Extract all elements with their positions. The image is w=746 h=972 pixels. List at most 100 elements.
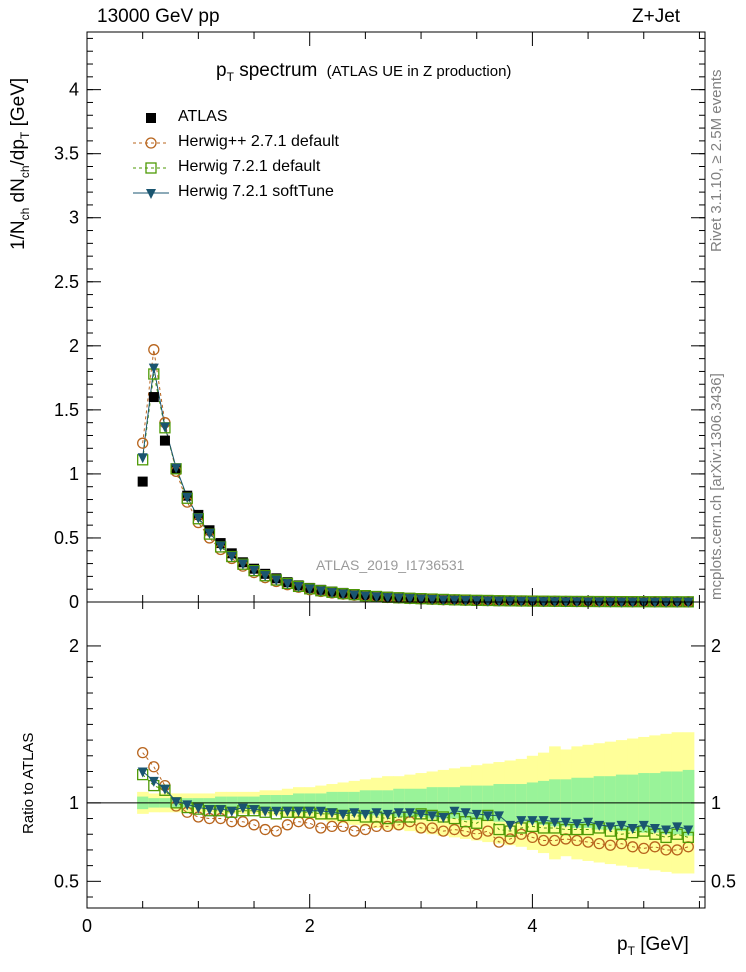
atlas-point [137,476,148,487]
point-herwig7-softtune [393,593,404,604]
ratio-point-herwigpp [381,820,394,833]
ratio-point-herwig7-softtune [494,811,504,822]
point-herwig7-softtune [661,597,672,608]
point-herwig7-softtune [438,595,449,606]
ratio-ytick-label: 1 [69,793,79,813]
ratio-point-herwig7-default [493,823,505,836]
ratio-point-herwig7-softtune [382,809,393,820]
ratio-point-herwigpp [582,836,594,848]
ratio-point-herwigpp [237,816,249,828]
plot-title: pT spectrum (ATLAS UE in Z production) [216,60,511,84]
ratio-line-herwigpp [142,752,689,851]
main-ytick-label: 1 [69,464,79,484]
legend-item-herwigpp: Herwig++ 2.7.1 default [126,131,426,155]
ratio-point-herwig7-softtune [226,806,237,817]
ratio-point-herwig7-softtune [137,767,148,778]
point-herwig7-softtune [349,590,360,601]
point-herwig7-softtune [594,597,605,608]
ratio-point-herwig7-softtune [438,812,449,823]
ratio-point-herwigpp [626,841,639,853]
point-herwig7-softtune [649,597,660,608]
main-ytick-label: 4 [69,80,79,100]
point-herwig7-softtune [315,586,326,597]
ratio-point-herwig7-softtune [237,803,248,814]
ratio-point-herwig7-softtune [416,809,427,820]
ratio-point-herwig7-softtune [672,822,683,833]
legend-label-atlas: ATLAS [178,108,228,125]
ratio-point-herwig7-softtune [527,816,538,827]
ratio-point-herwig7-softtune [360,809,371,820]
ratio-point-herwigpp [348,825,360,837]
legend-marker-2 [145,162,157,174]
ratio-point-herwig7-softtune [571,819,582,830]
ratio-point-herwigpp [504,833,516,845]
point-herwig7-softtune [683,597,694,608]
ratio-point-herwigpp [604,839,617,851]
legend-marker-atlas [146,113,156,123]
ratio-point-herwig7-softtune [638,820,649,831]
point-herwig7-softtune [171,463,182,474]
ratio-point-herwigpp [259,823,271,836]
legend-item-atlas: ATLAS [126,106,426,130]
ratio-point-herwig7-softtune [349,808,360,819]
ratio-point-herwig7-softtune [326,808,337,819]
point-herwig7-softtune [482,596,493,607]
point-herwig7-softtune [282,579,293,590]
ratio-point-herwig7-softtune [315,806,326,817]
ratio-ytick-label: 2 [69,636,79,656]
ratio-point-herwig7-softtune [471,809,482,820]
ratio-point-herwigpp [482,825,494,837]
point-herwig7-softtune [204,528,215,539]
ratio-point-herwig7-softtune [293,806,304,817]
point-herwig7-softtune [260,571,271,582]
x-axis-label: pT [GeV] [617,934,689,958]
point-herwig7-softtune [371,592,382,603]
legend-item-herwig7-softtune: Herwig 7.2.1 softTune [126,181,426,205]
point-herwig7-softtune [338,589,349,600]
ratio-point-herwig7-softtune [204,805,215,816]
ratio-point-herwigpp [148,761,160,773]
ratio-point-herwigpp [593,838,605,850]
main-ytick-label: 3.5 [54,144,79,164]
ratio-point-herwigpp [638,842,650,855]
ratio-point-herwig7-softtune [215,805,226,816]
ratio-point-herwig7-softtune [159,784,170,795]
ratio-point-herwigpp [549,834,561,847]
y-axis-label-ratio: Ratio to ATLAS [20,732,37,834]
x-tick-label: 4 [527,916,537,936]
point-herwig7-softtune [427,595,438,606]
point-herwig7-softtune [449,595,460,606]
point-herwig7-softtune [249,565,260,576]
point-herwig7-softtune [293,582,304,593]
point-herwig7-softtune [304,584,315,595]
y-axis-label-main: 1/Nch dNch/dpT [GeV] [8,77,32,250]
ratio-point-herwig7-softtune [560,817,571,828]
ratio-point-herwig7-softtune [538,816,549,827]
ratio-point-herwig7-softtune [282,806,293,817]
main-ytick-label: 0 [69,592,79,612]
ratio-point-herwigpp [248,819,260,831]
x-tick-label: 0 [82,916,92,936]
ratio-ytick-label-right: 2 [711,636,721,656]
ratio-point-herwigpp [571,834,583,847]
ratio-point-herwig7-softtune [482,811,493,822]
ratio-point-herwigpp [493,836,505,848]
ratio-ytick-label: 0.5 [54,871,79,891]
main-ytick-label: 2 [69,336,79,356]
legend-label-herwigpp: Herwig++ 2.7.1 default [178,133,339,150]
point-herwig7-softtune [182,492,193,503]
ratio-point-herwig7-softtune [148,776,159,787]
ratio-point-herwig7-softtune [427,811,438,822]
point-herwig7-softtune [215,541,226,552]
ratio-point-herwig7-softtune [627,823,638,834]
main-ytick-label: 2.5 [54,272,79,292]
ratio-point-herwigpp [671,844,683,856]
header-process: Z+Jet [632,6,681,27]
point-herwig7-softtune [382,593,393,604]
ratio-point-herwig7-softtune [583,817,594,828]
ratio-point-herwigpp [426,822,438,834]
title-note: (ATLAS UE in Z production) [326,63,512,80]
rivet-label: Rivet 3.1.10, ≥ 2.5M events [708,69,725,253]
ratio-point-herwig7-softtune [271,806,282,817]
